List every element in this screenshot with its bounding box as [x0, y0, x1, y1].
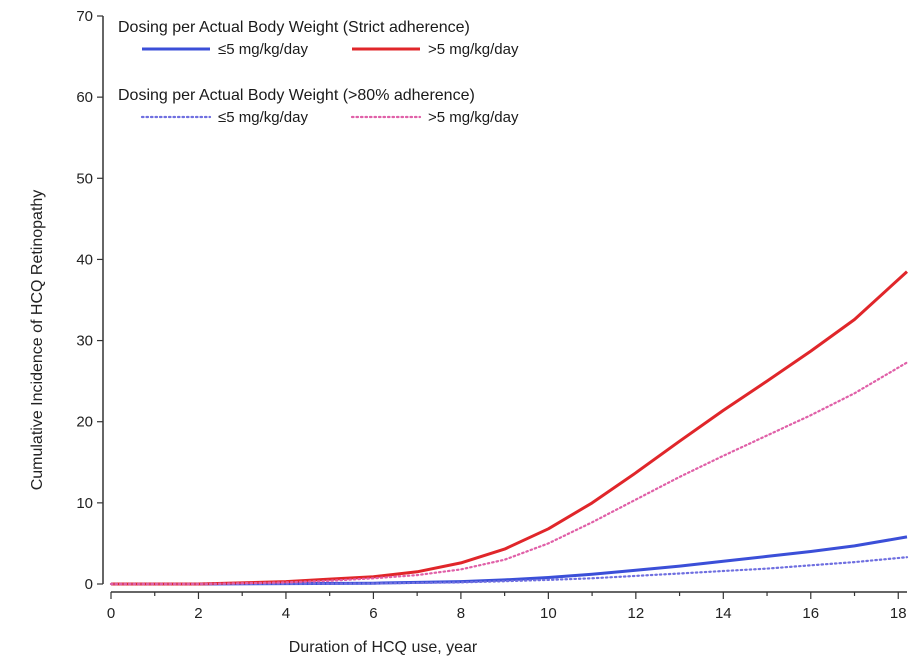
series-line-strict-le5-mg-kg-day: [111, 535, 908, 586]
y-tick-label: 60: [76, 89, 93, 106]
x-tick-label: 16: [802, 605, 819, 622]
x-axis-label: Duration of HCQ use, year: [289, 639, 478, 656]
axes: 0 10 20 30 40 50 60 70 0 2 4 6 8 10 12 14 16 18: [76, 8, 907, 622]
series-line-strict-gt5-mg-kg-day: [111, 270, 909, 586]
legend-entry-label: ≤5 mg/kg/day: [218, 41, 308, 58]
y-tick-label: 20: [76, 414, 93, 431]
y-tick-label: 10: [76, 495, 93, 512]
x-tick-label: 0: [107, 605, 115, 622]
legend: Dosing per Actual Body Weight (Strict ad…: [118, 19, 519, 126]
series-line-adherence80-gt5-mg-kg-day: [109, 361, 909, 586]
y-tick-label: 40: [76, 251, 93, 268]
legend-entry-label: >5 mg/kg/day: [428, 109, 519, 126]
y-tick-label: 0: [85, 576, 93, 593]
legend-group-title: Dosing per Actual Body Weight (>80% adhe…: [118, 87, 475, 104]
x-tick-label: 4: [282, 605, 290, 622]
x-tick-label: 10: [540, 605, 557, 622]
y-tick-label: 30: [76, 333, 93, 350]
series-line-adherence80-le5-mg-kg-day: [109, 556, 909, 586]
x-tick-label: 14: [715, 605, 732, 622]
y-axis-label: Cumulative Incidence of HCQ Retinopathy: [29, 190, 46, 491]
legend-group-title: Dosing per Actual Body Weight (Strict ad…: [118, 19, 470, 36]
x-tick-label: 12: [627, 605, 644, 622]
y-tick-label: 50: [76, 170, 93, 187]
legend-entry-label: ≤5 mg/kg/day: [218, 109, 308, 126]
x-tick-label: 2: [194, 605, 202, 622]
x-tick-label: 18: [890, 605, 907, 622]
x-tick-label: 8: [457, 605, 465, 622]
series-layer: [109, 270, 909, 586]
y-tick-label: 70: [76, 8, 93, 25]
legend-entry-label: >5 mg/kg/day: [428, 41, 519, 58]
x-tick-label: 6: [369, 605, 377, 622]
